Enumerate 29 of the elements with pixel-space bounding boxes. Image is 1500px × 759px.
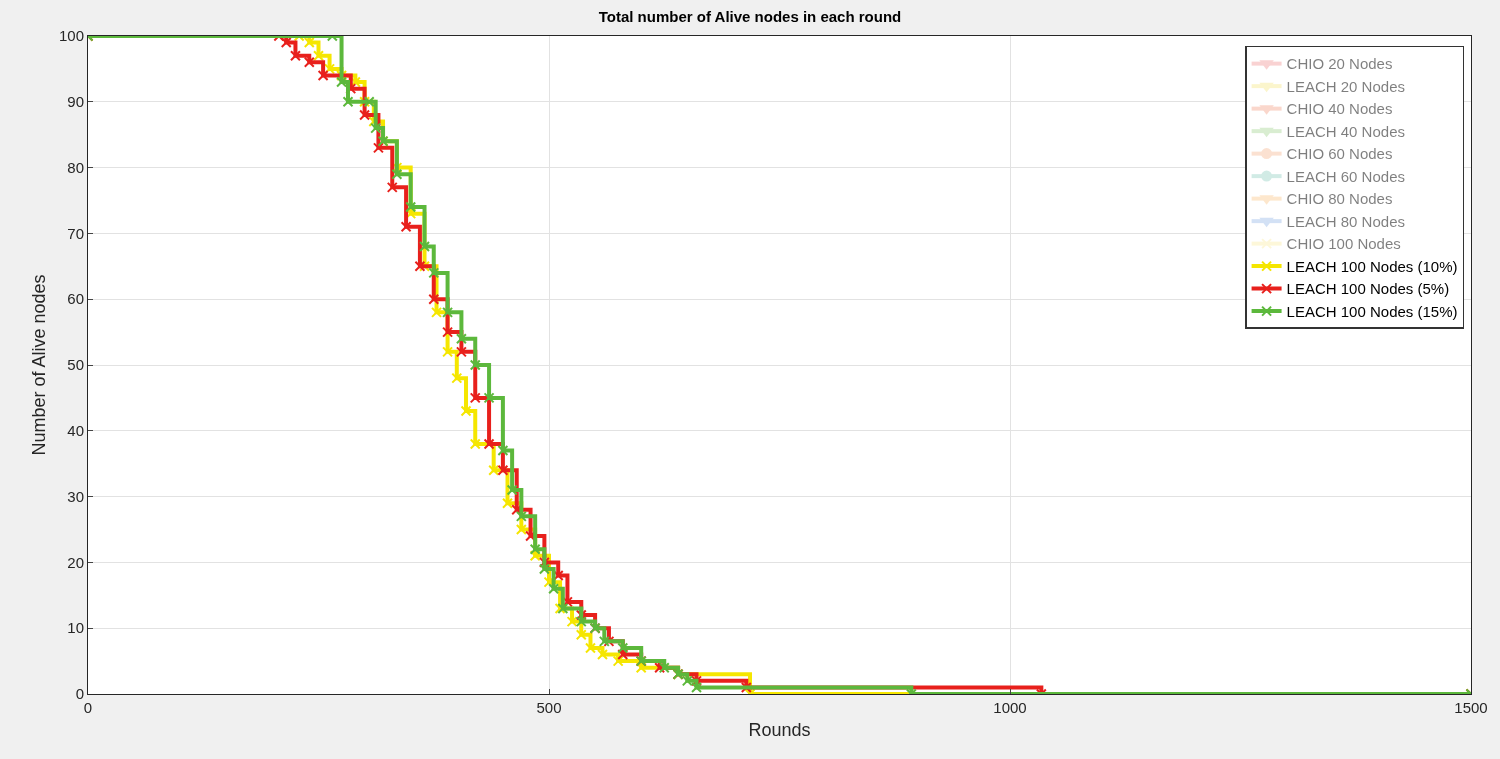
legend-label: LEACH 100 Nodes (10%) (1286, 257, 1458, 275)
y-tick-label: 10 (67, 619, 84, 637)
legend-label: LEACH 80 Nodes (1286, 212, 1405, 230)
y-tick-label: 100 (58, 27, 84, 45)
x-tick-label: 500 (536, 699, 562, 716)
x-tick-label: 1500 (1454, 699, 1488, 716)
legend-label: LEACH 60 Nodes (1286, 167, 1405, 185)
y-tick-label: 80 (67, 158, 84, 176)
y-axis-title: Number of Alive nodes (29, 274, 50, 456)
legend-label: CHIO 80 Nodes (1286, 190, 1393, 208)
legend-label: CHIO 100 Nodes (1286, 235, 1401, 253)
y-tick-label: 50 (67, 356, 84, 374)
y-tick-label: 0 (75, 685, 84, 703)
y-tick-label: 70 (67, 224, 84, 242)
y-tick-label: 60 (67, 290, 84, 308)
legend-label: LEACH 100 Nodes (15%) (1286, 302, 1458, 320)
y-tick-label: 30 (67, 487, 84, 505)
y-tick-label: 90 (67, 93, 84, 111)
legend-label: CHIO 20 Nodes (1286, 55, 1393, 73)
x-tick-label: 1000 (993, 699, 1027, 716)
legend-label: CHIO 60 Nodes (1286, 145, 1393, 163)
y-tick-label: 40 (67, 422, 84, 440)
chart-title: Total number of Alive nodes in each round (598, 7, 902, 25)
legend-label: LEACH 20 Nodes (1286, 77, 1405, 95)
legend-label: LEACH 100 Nodes (5%) (1286, 280, 1450, 298)
legend-label: CHIO 40 Nodes (1286, 100, 1393, 118)
legend-label: LEACH 40 Nodes (1286, 122, 1405, 140)
y-tick-label: 20 (67, 553, 84, 571)
x-axis-title: Rounds (748, 720, 811, 741)
